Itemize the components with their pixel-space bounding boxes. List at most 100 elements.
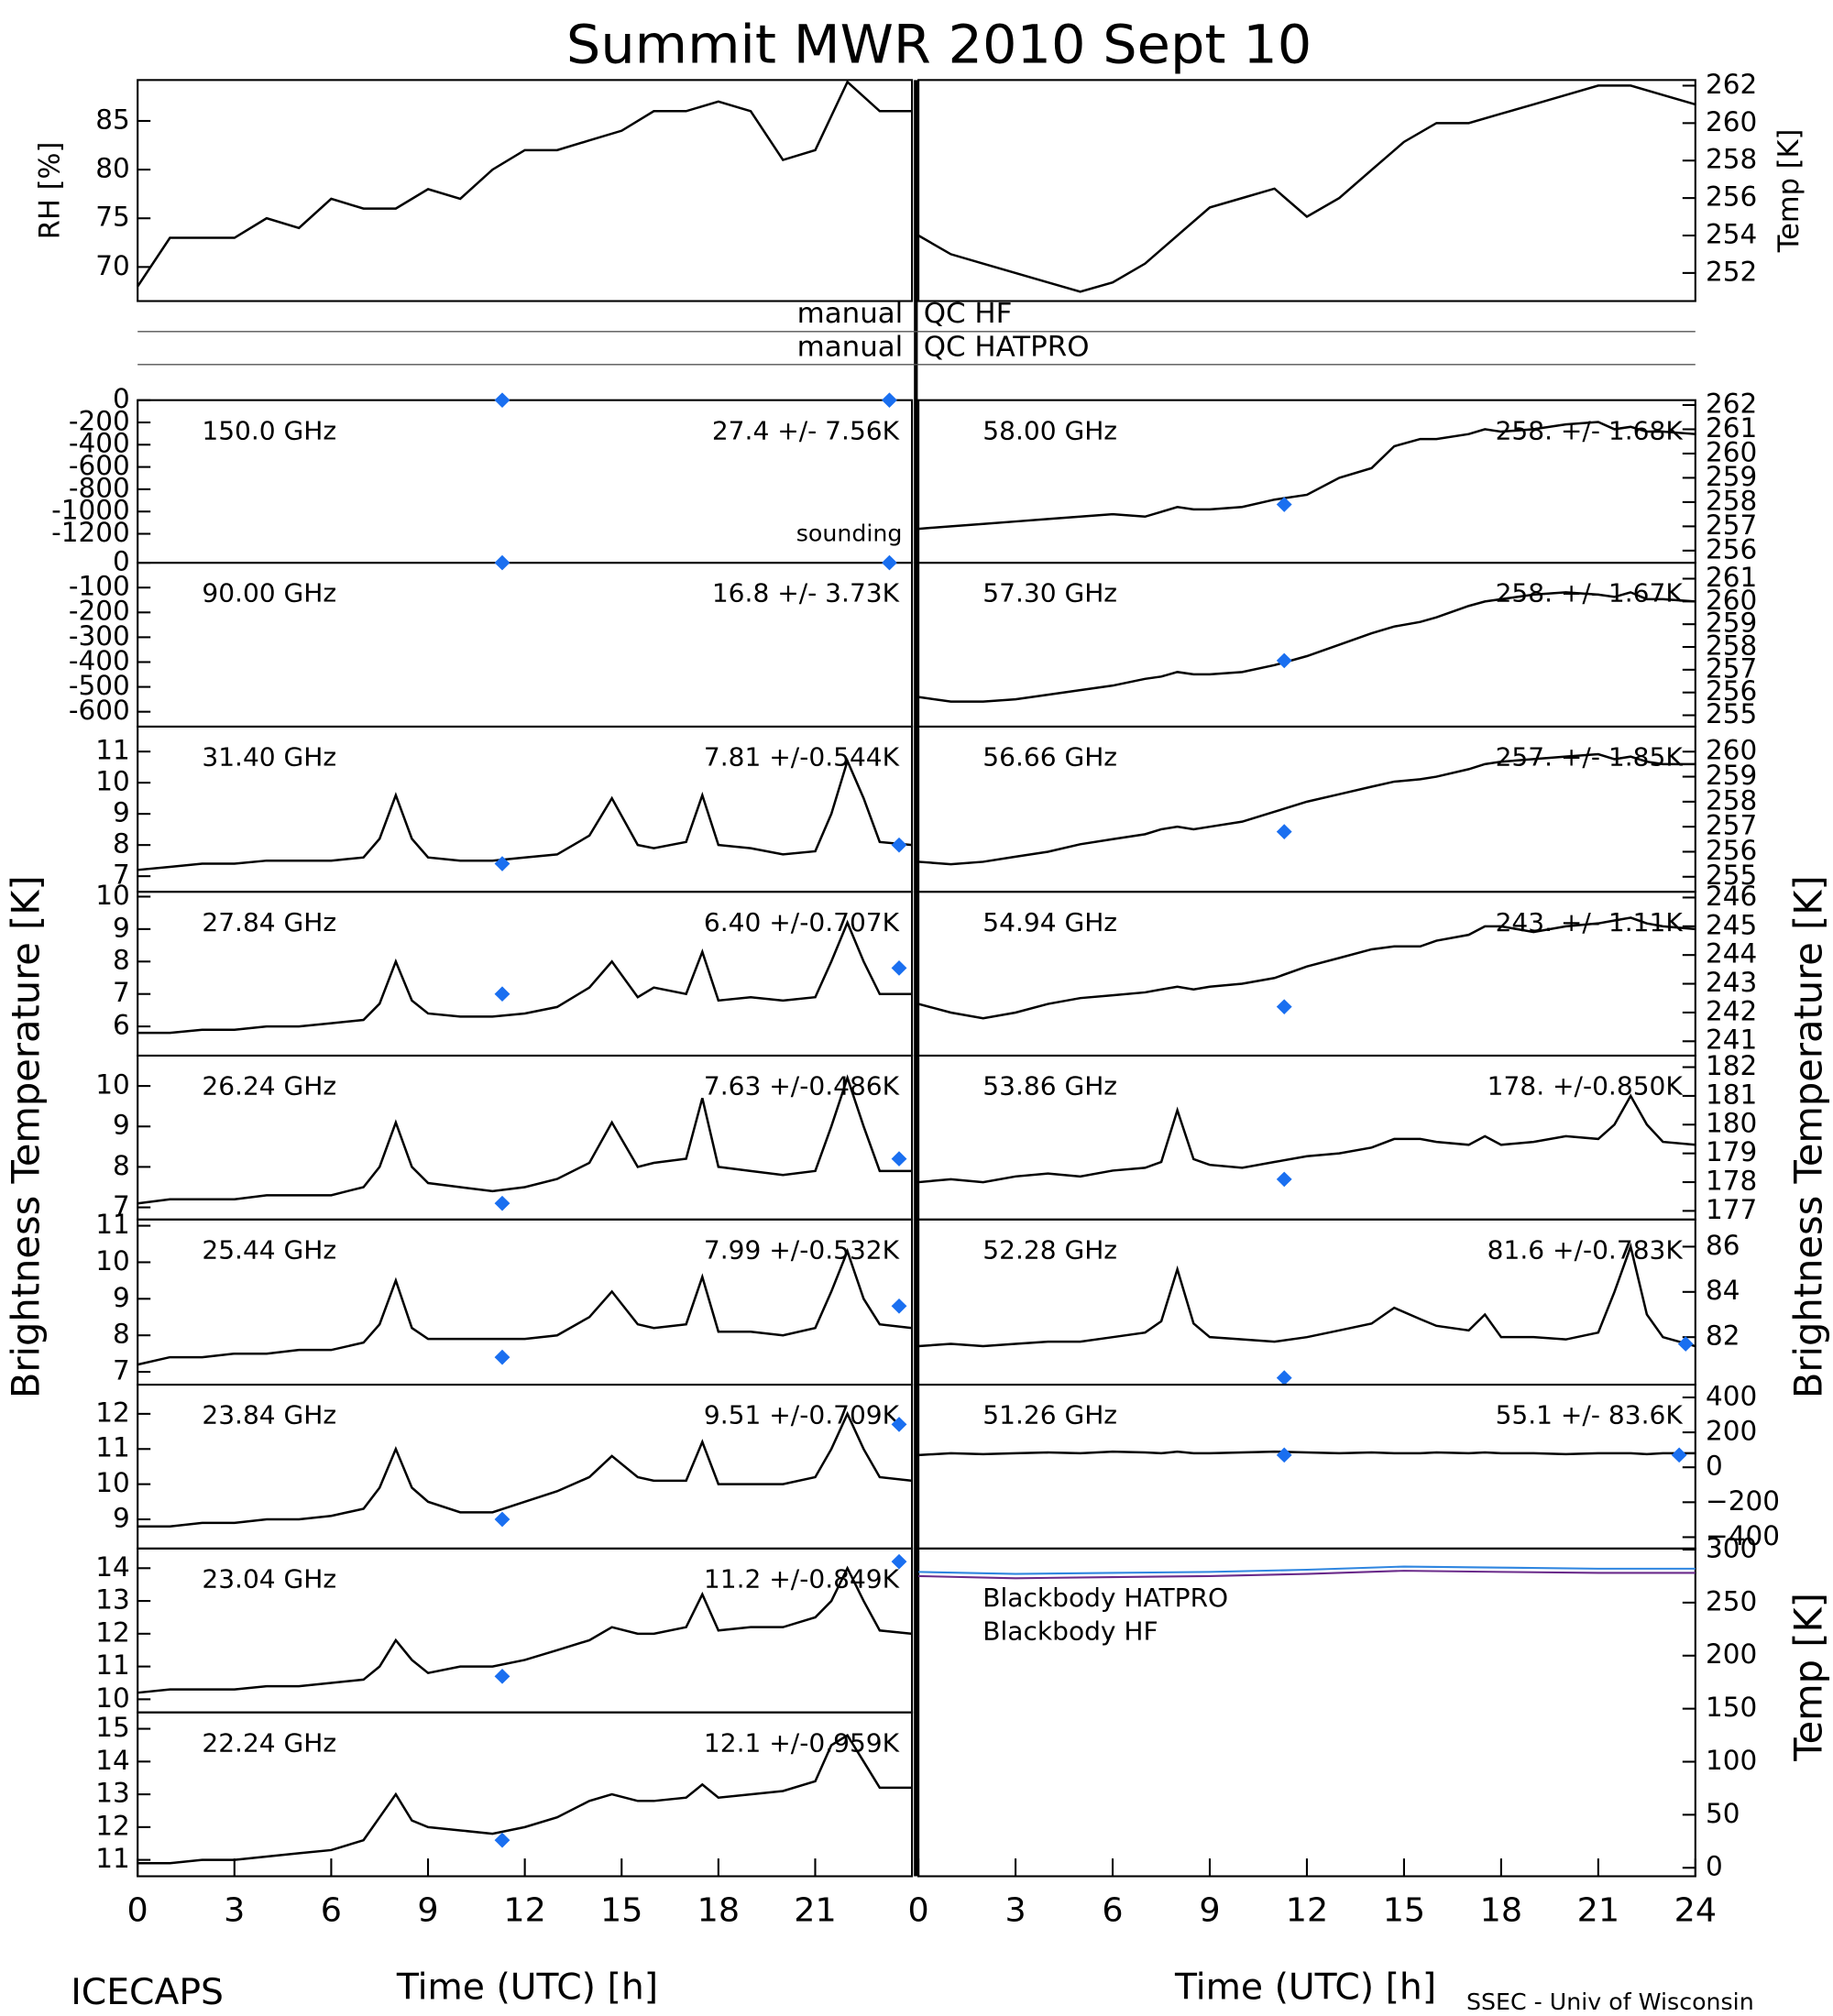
sounding-marker (891, 1151, 907, 1167)
y-tick-label: 9 (113, 1282, 130, 1313)
channel-stat: 7.81 +/-0.544K (704, 742, 900, 772)
sounding-marker (891, 960, 907, 976)
x-tick-label: 6 (1102, 1890, 1123, 1929)
x-axis-label: Time (UTC) [h] (396, 1967, 658, 2009)
channel-stat: 178. +/-0.850K (1487, 1071, 1684, 1101)
sounding-marker (494, 1669, 510, 1684)
qc-label: QC HF (924, 298, 1013, 330)
sounding-marker (494, 1349, 510, 1365)
y-tick-label: 10 (95, 1245, 129, 1276)
y-tick-label: 245 (1706, 909, 1757, 940)
y-tick-label: 255 (1706, 698, 1757, 729)
data-line (137, 80, 913, 288)
y-tick-label: 7 (113, 860, 130, 891)
sounding-marker (891, 837, 907, 853)
footer-left: ICECAPS (71, 1972, 224, 2013)
y-tick-label: 8 (113, 1150, 130, 1181)
y-tick-label: -600 (69, 695, 130, 726)
y-tick-label: 254 (1706, 219, 1757, 250)
channel-label: 90.00 GHz (202, 578, 336, 608)
y-tick-label: -500 (69, 670, 130, 701)
y-tick-label: -200 (69, 596, 130, 627)
y-tick-label: −400 (1706, 1520, 1780, 1551)
y-tick-label: 7 (113, 977, 130, 1008)
sounding-marker (1276, 1370, 1292, 1386)
panel-frame (137, 79, 914, 302)
x-tick-label: 15 (1383, 1890, 1425, 1929)
y-tick-label: 258 (1706, 784, 1757, 816)
y-tick-label: 6 (113, 1010, 130, 1041)
sounding-marker (1276, 824, 1292, 839)
footer-right: SSEC - Univ of Wisconsin (1466, 1989, 1754, 2015)
y-tick-label: 259 (1706, 760, 1757, 791)
sounding-marker (494, 1832, 510, 1848)
y-tick-label: 11 (95, 1843, 129, 1874)
x-tick-label: 3 (224, 1890, 245, 1929)
y-tick-label: 84 (1706, 1275, 1740, 1306)
y-tick-label: 179 (1706, 1136, 1757, 1167)
x-tick-label: 12 (1286, 1890, 1328, 1929)
sounding-marker (1671, 1447, 1687, 1463)
data-line (917, 1093, 1696, 1184)
y-tick-label: 50 (1706, 1798, 1740, 1829)
y-tick-label: 256 (1706, 835, 1757, 866)
y-tick-label: 178 (1706, 1166, 1757, 1197)
data-line (137, 1565, 913, 1694)
y-tick-label: 9 (113, 1110, 130, 1141)
y-tick-label: -800 (69, 473, 130, 504)
y-tick-label: -400 (69, 645, 130, 676)
y-tick-label: 11 (95, 1432, 129, 1463)
y-axis-label: RH [%] (35, 142, 67, 240)
sounding-marker (882, 392, 897, 408)
y-tick-label: 182 (1706, 1050, 1757, 1081)
y-axis-label: Temp [K] (1773, 129, 1806, 254)
y-tick-label: 12 (95, 1397, 129, 1428)
sounding-legend: sounding (796, 520, 903, 547)
chart-title: Summit MWR 2010 Sept 10 (566, 14, 1312, 76)
x-tick-label: 3 (1004, 1890, 1026, 1929)
channel-label: 25.44 GHz (202, 1235, 336, 1265)
x-tick-label: 21 (1577, 1890, 1619, 1929)
y-tick-label: 262 (1706, 389, 1757, 420)
y-tick-label: 12 (95, 1616, 129, 1648)
channel-label: 150.0 GHz (202, 415, 336, 445)
y-tick-label: 252 (1706, 256, 1757, 287)
y-tick-label: 258 (1706, 144, 1757, 175)
y-tick-label: 82 (1706, 1320, 1740, 1352)
channel-stat: 11.2 +/-0.849K (704, 1564, 900, 1594)
y-tick-label: 256 (1706, 675, 1757, 707)
channel-label: 54.94 GHz (982, 907, 1117, 937)
sounding-marker (494, 1195, 510, 1211)
y-tick-label: 100 (1706, 1745, 1757, 1776)
channel-stat: 6.40 +/-0.707K (704, 907, 900, 937)
y-tick-label: 200 (1706, 1416, 1757, 1447)
y-tick-label: 258 (1706, 630, 1757, 662)
y-tick-label: 258 (1706, 486, 1757, 517)
y-tick-label: 70 (95, 250, 129, 281)
y-tick-label: 10 (95, 1467, 129, 1498)
y-tick-label: -600 (69, 450, 130, 481)
y-tick-label: 246 (1706, 881, 1757, 912)
y-tick-label: 261 (1706, 562, 1757, 593)
legend-entry: Blackbody HATPRO (982, 1583, 1228, 1613)
legend-entry: Blackbody HF (982, 1616, 1158, 1646)
y-tick-label: 14 (95, 1551, 129, 1583)
y-tick-label: 12 (95, 1810, 129, 1841)
y-tick-label: 250 (1706, 1586, 1757, 1617)
channel-stat: 12.1 +/-0.959K (704, 1727, 900, 1758)
y-tick-label: 242 (1706, 996, 1757, 1027)
sounding-marker (891, 1298, 907, 1314)
data-line (137, 1410, 913, 1528)
x-tick-label: 15 (600, 1890, 642, 1929)
y-tick-label: 86 (1706, 1230, 1740, 1261)
data-line (137, 1074, 913, 1205)
data-line (918, 752, 1696, 866)
y-tick-label: 9 (113, 797, 130, 828)
y-tick-label: -300 (69, 620, 130, 652)
channel-label: 51.26 GHz (982, 1400, 1117, 1430)
y-tick-label: 244 (1706, 938, 1757, 970)
y-tick-label: 75 (95, 202, 129, 233)
sounding-marker (1276, 1447, 1292, 1463)
y-tick-label: 13 (95, 1778, 129, 1809)
x-tick-label: 21 (794, 1890, 836, 1929)
